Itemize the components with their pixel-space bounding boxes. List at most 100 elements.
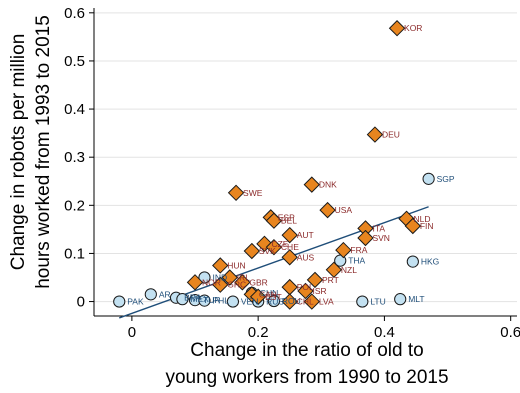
point-diamond-svk [243, 242, 261, 260]
point-circle-sgp [422, 172, 435, 185]
point-diamond-swe [227, 184, 245, 202]
point-label-mex: MEX [190, 294, 209, 304]
point-label-fin: FIN [420, 221, 434, 231]
y-tick-label-3: 0.3 [64, 149, 85, 166]
y-tick-label-0: 0 [77, 294, 85, 311]
point-diamond-hun [212, 257, 229, 274]
x-tick-label-3: 0.6 [500, 324, 520, 341]
point-label-nor: NOR [202, 277, 221, 287]
x-tick-label-2: 0.4 [374, 324, 395, 341]
point-label-chl: CHL [297, 297, 314, 307]
point-label-mlt: MLT [408, 294, 424, 304]
point-label-rus: RUS [266, 297, 284, 307]
y-tick-label-4: 0.4 [64, 101, 85, 118]
point-label-ind: IND [212, 273, 227, 283]
point-diamond-fra [335, 241, 352, 259]
point-diamond-grc [212, 276, 229, 293]
point-label-bel: BEL [281, 216, 297, 226]
point-label-lva: LVA [319, 297, 334, 307]
point-circle-mlt [394, 293, 407, 306]
point-label-dnk: DNK [319, 180, 337, 190]
point-label-phl: PHL [212, 296, 229, 306]
tick-labels: 0 0.1 0.2 0.3 0.4 0.5 0.6 0 0.2 0.4 0.6 [64, 5, 520, 341]
data-points [113, 20, 435, 310]
point-label-grc: GRC [227, 280, 246, 290]
point-label-ven: VEN [241, 297, 258, 307]
point-label-hun: HUN [227, 260, 245, 270]
point-label-aus: AUS [297, 252, 315, 262]
x-tick-label-0: 0 [128, 324, 136, 341]
point-label-svn: SVN [372, 233, 389, 243]
x-axis-title-line1: Change in the ratio of old to [190, 340, 423, 361]
axes [89, 8, 517, 321]
point-diamond-deu [366, 126, 384, 143]
point-label-tha: THA [348, 256, 365, 266]
y-tick-label-6: 0.6 [64, 5, 85, 22]
point-circle-ind [198, 271, 211, 284]
point-circle-ltu [356, 295, 369, 308]
point-label-nld: NLD [414, 214, 431, 224]
point-label-aut: AUT [297, 230, 314, 240]
point-diamond-irl [221, 269, 238, 286]
point-label-ltu: LTU [370, 297, 385, 307]
point-diamond-chl [281, 293, 298, 310]
point-diamond-fin [404, 217, 422, 235]
point-circle-ven [226, 295, 239, 308]
point-diamond-kor [388, 20, 406, 37]
point-diamond-dnk [303, 176, 321, 193]
point-label-hkg: HKG [421, 257, 439, 267]
point-label-tur: TUR [203, 295, 220, 305]
point-label-che: CHE [281, 242, 299, 252]
point-label-sgp: SGP [437, 174, 455, 184]
point-label-chn: CHN [260, 288, 278, 298]
point-label-can: CAN [259, 289, 277, 299]
x-axis-title-line2: young workers from 1990 to 2015 [165, 367, 448, 388]
y-tick-label-2: 0.2 [64, 197, 85, 214]
point-circle-ar [144, 288, 157, 301]
point-label-esp: ESP [278, 212, 295, 222]
y-tick-label-5: 0.5 [64, 53, 85, 70]
point-diamond-aut [281, 226, 298, 244]
point-diamond-bel [265, 212, 283, 229]
point-label-ar: AR [159, 289, 171, 299]
point-label-ita: ITA [372, 223, 385, 233]
point-diamond-nzl [325, 261, 343, 279]
point-label-swe: SWE [243, 188, 263, 198]
point-diamond-est [249, 288, 267, 305]
point-circle-rou [267, 294, 281, 308]
gridlines [94, 12, 517, 303]
point-label-nzl: NZL [341, 265, 357, 275]
point-label-kor: KOR [404, 23, 422, 33]
point-circle-mex [176, 293, 189, 306]
point-label-cze: CZE [271, 239, 288, 249]
point-diamond-svn [357, 229, 374, 247]
point-label-irl: IRL [237, 273, 251, 283]
point-diamond-nor [186, 274, 204, 291]
point-diamond-isr [297, 282, 314, 300]
axis-titles: Change in the ratio of old to young work… [8, 15, 449, 388]
point-circle-phl [198, 294, 211, 307]
y-tick-label-1: 0.1 [64, 245, 85, 262]
point-label-pak: PAK [127, 297, 144, 307]
x-tick-label-1: 0.2 [248, 324, 269, 341]
point-diamond-gbr [234, 274, 251, 291]
point-label-rou: ROU [282, 296, 301, 306]
point-diamond-che [265, 238, 283, 256]
point-label-fra: FRA [350, 245, 367, 255]
point-label-isr: ISR [313, 286, 327, 296]
point-diamond-usa [319, 201, 336, 219]
point-label-est: EST [265, 292, 282, 302]
point-label-prt: PRT [322, 275, 339, 285]
point-circle-pak [113, 295, 126, 308]
point-label-deu: DEU [382, 130, 400, 140]
y-axis-title-line1: Change in robots per million [8, 34, 29, 271]
point-label-bra: BRA [184, 293, 202, 303]
point-diamond-lva [303, 293, 321, 310]
point-label-usa: USA [335, 205, 353, 215]
point-diamond-prt [306, 271, 324, 289]
point-label-gbr: GBR [249, 277, 267, 287]
point-diamond-aus [281, 249, 298, 266]
y-axis-title-line2: hours worked from 1993 to 2015 [33, 15, 54, 289]
